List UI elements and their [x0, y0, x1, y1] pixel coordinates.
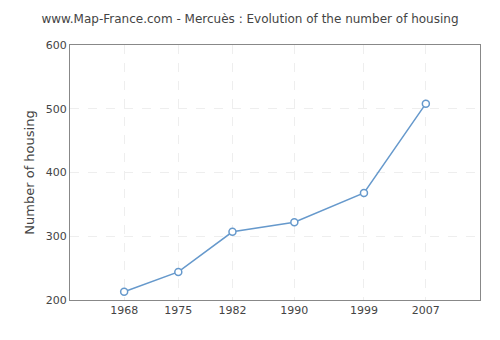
- svg-text:1975: 1975: [164, 304, 192, 317]
- svg-text:500: 500: [46, 103, 67, 116]
- svg-text:300: 300: [46, 230, 67, 243]
- svg-text:1999: 1999: [350, 304, 378, 317]
- svg-text:1982: 1982: [218, 304, 246, 317]
- svg-text:www.Map-France.com - Mercuès :: www.Map-France.com - Mercuès : Evolution…: [41, 12, 458, 26]
- svg-text:400: 400: [46, 166, 67, 179]
- svg-text:600: 600: [46, 39, 67, 52]
- svg-text:1968: 1968: [110, 304, 138, 317]
- svg-text:200: 200: [46, 294, 67, 307]
- svg-text:Number of housing: Number of housing: [22, 110, 37, 234]
- svg-text:2007: 2007: [412, 304, 440, 317]
- svg-text:1990: 1990: [280, 304, 308, 317]
